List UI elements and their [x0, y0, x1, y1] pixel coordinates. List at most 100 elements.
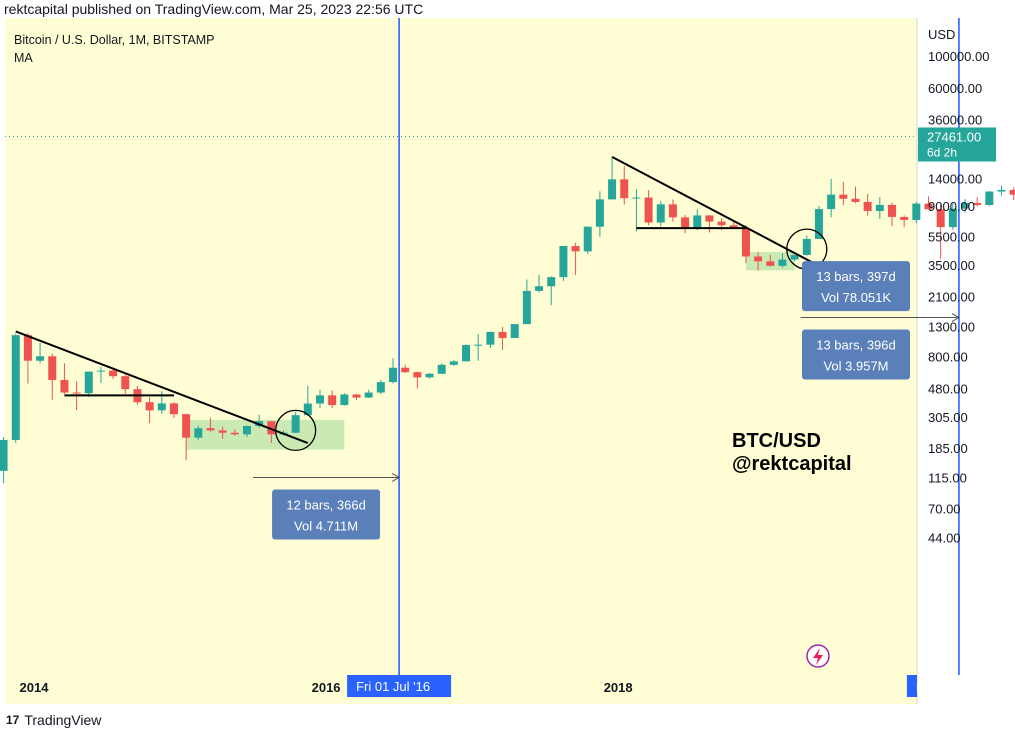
price-tick-label: 480.00 — [928, 382, 968, 397]
candle-2020-02[interactable] — [924, 196, 933, 210]
candle-2016-02[interactable] — [340, 393, 349, 406]
candle-2020-05[interactable] — [961, 198, 970, 213]
candle-2017-11[interactable] — [595, 191, 604, 237]
range-measure-bars: 13 bars, 397d — [816, 269, 896, 284]
candle-2016-10[interactable] — [437, 363, 446, 375]
candle-2018-03[interactable] — [644, 190, 653, 226]
candle-2014-12[interactable] — [169, 402, 178, 418]
candle-2018-11[interactable] — [741, 225, 750, 264]
price-tick-label: 305.00 — [928, 410, 968, 425]
candle-2015-11[interactable] — [303, 385, 312, 416]
candle-2020-07[interactable] — [985, 190, 994, 207]
candle-2014-03[interactable] — [60, 363, 69, 394]
annotation-author: @rektcapital — [732, 453, 852, 475]
range-measure-3[interactable]: 13 bars, 397d Vol 78.051K — [802, 244, 1015, 312]
candle-2015-02[interactable] — [194, 425, 203, 440]
halving-date-text: Fri 01 May '20 — [916, 679, 998, 694]
candle-2015-12[interactable] — [315, 389, 324, 409]
candle-2015-04[interactable] — [218, 426, 227, 439]
candle-2013-10[interactable] — [0, 437, 8, 484]
candle-2019-02[interactable] — [778, 253, 787, 268]
candle-2018-06[interactable] — [681, 215, 690, 234]
candle-2019-08[interactable] — [851, 186, 860, 204]
candle-2016-03[interactable] — [352, 393, 361, 400]
price-axis[interactable]: 100000.00 60000.00 36000.00 14000.00 9000.00… — [918, 49, 996, 545]
candle-2015-10[interactable] — [291, 411, 300, 433]
candle-2013-12[interactable] — [23, 333, 32, 384]
candle-2018-07[interactable] — [693, 209, 702, 231]
candle-2017-09[interactable] — [571, 242, 580, 276]
candle-2018-01[interactable] — [620, 165, 629, 205]
candle-2016-05[interactable] — [376, 380, 385, 394]
candle-2019-09[interactable] — [863, 194, 872, 216]
candle-2014-06[interactable] — [96, 366, 105, 383]
tradingview-brand: TradingView — [24, 712, 102, 728]
candle-2020-01[interactable] — [912, 201, 921, 223]
candle-2020-08[interactable] — [997, 185, 1006, 196]
candle-2019-06[interactable] — [827, 178, 836, 218]
candle-2017-01[interactable] — [474, 334, 483, 361]
candle-2016-12[interactable] — [462, 344, 471, 362]
range-measure-1[interactable]: 12 bars, 366d Vol 4.711M — [253, 473, 401, 540]
candle-2019-11[interactable] — [887, 202, 896, 227]
candle-2017-06[interactable] — [535, 274, 544, 293]
candle-2016-11[interactable] — [449, 360, 458, 366]
tradingview-footer[interactable]: 17 TradingView — [6, 712, 101, 728]
demand-zone-1 — [186, 419, 345, 450]
btc-monthly-chart[interactable]: 12 bars, 366d Vol 4.711M 13 bars, 396d Vol … — [0, 18, 1015, 710]
candle-2017-05[interactable] — [522, 279, 531, 325]
candle-2019-03[interactable] — [790, 254, 799, 262]
candle-2020-03[interactable] — [936, 204, 945, 259]
candle-2020-09[interactable] — [1009, 187, 1015, 201]
candle-2020-04[interactable] — [948, 202, 957, 230]
candle-2015-05[interactable] — [230, 429, 239, 436]
candle-2018-05[interactable] — [668, 199, 677, 222]
halving-date-text: Fri 01 Jul '16 — [356, 679, 430, 694]
candle-2015-08[interactable] — [267, 420, 276, 444]
candle-2016-08[interactable] — [413, 371, 422, 389]
candle-2019-04[interactable] — [802, 235, 811, 256]
candle-2014-08[interactable] — [121, 374, 130, 394]
candle-2017-07[interactable] — [547, 276, 556, 306]
candle-2015-01[interactable] — [182, 413, 191, 461]
candle-2016-04[interactable] — [364, 389, 373, 399]
candle-2016-01[interactable] — [328, 390, 337, 409]
candle-2014-10[interactable] — [145, 396, 154, 424]
candle-2017-04[interactable] — [510, 324, 519, 339]
time-axis[interactable]: 2014201620182022 — [20, 680, 1015, 695]
candle-2015-06[interactable] — [242, 425, 251, 438]
candle-2020-06[interactable] — [973, 197, 982, 207]
candle-2013-11[interactable] — [11, 333, 20, 444]
candle-2016-07[interactable] — [401, 364, 410, 374]
candle-2016-06[interactable] — [389, 358, 398, 384]
time-tick-label: 2018 — [604, 680, 633, 695]
candle-2017-10[interactable] — [583, 226, 592, 255]
tradingview-badge-icon[interactable] — [806, 644, 830, 668]
candles[interactable] — [0, 79, 1015, 518]
candle-2014-05[interactable] — [84, 371, 93, 397]
candle-2017-02[interactable] — [486, 331, 495, 348]
time-tick-label: 2016 — [312, 680, 341, 695]
tradingview-logo-icon: 17 — [6, 713, 20, 727]
candle-2018-08[interactable] — [705, 215, 714, 233]
plot-background — [5, 18, 917, 675]
candle-2019-07[interactable] — [839, 182, 848, 206]
candle-2014-01[interactable] — [36, 342, 45, 364]
candle-2018-04[interactable] — [656, 200, 665, 227]
candle-2017-12[interactable] — [608, 157, 617, 200]
candle-2019-10[interactable] — [875, 196, 884, 219]
price-tick-label: 185.00 — [928, 441, 968, 456]
candle-2014-02[interactable] — [48, 353, 57, 400]
candle-2018-02[interactable] — [632, 189, 641, 232]
range-measure-2[interactable]: 13 bars, 396d Vol 3.957M — [800, 313, 960, 380]
candle-2018-12[interactable] — [754, 251, 763, 271]
candle-2014-07[interactable] — [109, 368, 118, 379]
candle-2017-08[interactable] — [559, 245, 568, 281]
candle-2019-12[interactable] — [900, 215, 909, 228]
candle-2017-03[interactable] — [498, 326, 507, 351]
candle-2015-03[interactable] — [206, 417, 215, 432]
candle-2019-01[interactable] — [766, 254, 775, 267]
candle-2016-09[interactable] — [425, 373, 434, 379]
range-measure-box-2 — [802, 329, 910, 380]
